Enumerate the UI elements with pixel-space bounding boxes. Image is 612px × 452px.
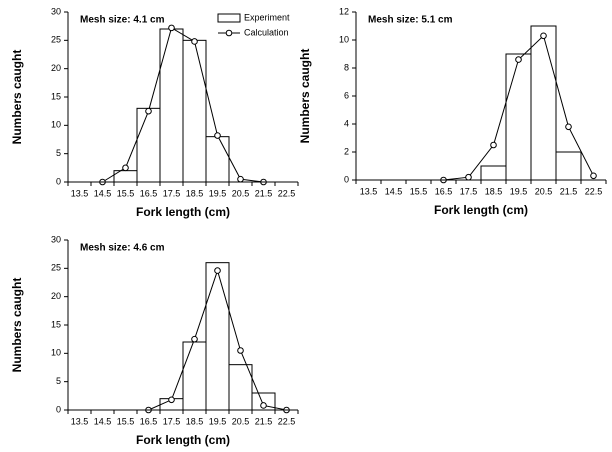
calc-point: [191, 38, 198, 45]
calc-point: [565, 123, 572, 131]
x-tick-label: 18.5: [186, 416, 204, 426]
bar: [205, 136, 230, 183]
calc-line: [102, 27, 264, 183]
x-tick-label: 19.5: [209, 416, 227, 426]
calc-point: [260, 402, 267, 409]
y-tick-label: 8: [344, 62, 349, 72]
bar: [228, 364, 253, 411]
x-tick-label: 22.5: [278, 416, 296, 426]
bar: [480, 165, 507, 181]
y-tick-label: 4: [344, 118, 349, 128]
x-tick-label: 15.5: [410, 186, 428, 196]
x-tick-label: 16.5: [140, 416, 158, 426]
y-tick-label: 10: [339, 34, 349, 44]
chart-title: Mesh size: 5.1 cm: [368, 15, 453, 26]
y-tick-label: 25: [51, 35, 61, 45]
y-tick-label: 25: [51, 263, 61, 273]
y-tick-label: 0: [344, 174, 349, 184]
x-tick-label: 18.5: [186, 188, 204, 198]
calc-point: [490, 141, 497, 149]
bar: [136, 107, 161, 183]
y-tick-label: 5: [56, 148, 61, 158]
x-tick-label: 13.5: [71, 416, 89, 426]
x-axis-label: Fork length (cm): [136, 433, 230, 447]
x-axis-label: Fork length (cm): [434, 203, 528, 217]
calc-point: [237, 175, 244, 183]
y-tick-label: 15: [51, 91, 61, 101]
bar: [530, 25, 557, 181]
x-tick-label: 14.5: [94, 416, 112, 426]
x-tick-label: 17.5: [163, 416, 181, 426]
calc-point: [191, 335, 198, 343]
x-tick-label: 17.5: [163, 188, 181, 198]
x-tick-label: 22.5: [278, 188, 296, 198]
y-tick-label: 30: [51, 234, 61, 244]
bar: [159, 28, 184, 183]
bar: [182, 39, 207, 183]
x-tick-label: 13.5: [360, 186, 378, 196]
x-tick-label: 16.5: [140, 188, 158, 198]
y-tick-label: 12: [339, 6, 349, 16]
legend-swatch: [217, 13, 241, 23]
x-tick-label: 13.5: [71, 188, 89, 198]
x-tick-label: 14.5: [385, 186, 403, 196]
calc-point: [122, 164, 129, 172]
calc-point: [145, 107, 152, 115]
x-tick-label: 15.5: [117, 416, 135, 426]
calc-point: [168, 24, 175, 32]
legend-label: Experiment: [244, 12, 290, 22]
calc-point: [540, 32, 547, 40]
calc-point: [590, 172, 597, 180]
bar: [205, 262, 230, 411]
y-tick-label: 15: [51, 319, 61, 329]
y-tick-label: 0: [56, 176, 61, 186]
x-tick-label: 17.5: [460, 186, 478, 196]
x-tick-label: 20.5: [232, 188, 250, 198]
x-tick-label: 19.5: [510, 186, 528, 196]
x-tick-label: 14.5: [94, 188, 112, 198]
y-tick-label: 10: [51, 348, 61, 358]
calc-point: [515, 56, 522, 63]
y-axis-label: Numbers caught: [10, 50, 24, 145]
y-axis-label: Numbers caught: [10, 278, 24, 373]
y-tick-label: 5: [56, 376, 61, 386]
x-tick-label: 21.5: [255, 416, 273, 426]
y-tick-label: 0: [56, 404, 61, 414]
x-tick-label: 22.5: [585, 186, 603, 196]
x-tick-label: 21.5: [560, 186, 578, 196]
bar: [555, 151, 582, 181]
calc-point: [168, 396, 175, 404]
x-tick-label: 20.5: [232, 416, 250, 426]
bar: [505, 53, 532, 181]
calc-point: [465, 173, 472, 181]
x-tick-label: 21.5: [255, 188, 273, 198]
x-tick-label: 19.5: [209, 188, 227, 198]
x-tick-label: 15.5: [117, 188, 135, 198]
calc-point: [214, 132, 221, 139]
y-tick-label: 2: [344, 146, 349, 156]
y-tick-label: 20: [51, 63, 61, 73]
chart-title: Mesh size: 4.1 cm: [80, 15, 165, 26]
y-tick-label: 6: [344, 90, 349, 100]
x-tick-label: 18.5: [485, 186, 503, 196]
calc-point: [237, 347, 244, 354]
bar: [182, 341, 207, 411]
legend-swatch: [225, 29, 233, 37]
x-axis-label: Fork length (cm): [136, 205, 230, 219]
y-tick-label: 10: [51, 120, 61, 130]
calc-point: [214, 267, 221, 274]
x-tick-label: 16.5: [435, 186, 453, 196]
y-tick-label: 30: [51, 6, 61, 16]
y-axis-label: Numbers caught: [298, 49, 312, 144]
legend-label: Calculation: [244, 27, 289, 37]
y-tick-label: 20: [51, 291, 61, 301]
chart-title: Mesh size: 4.6 cm: [80, 243, 165, 254]
x-tick-label: 20.5: [535, 186, 553, 196]
